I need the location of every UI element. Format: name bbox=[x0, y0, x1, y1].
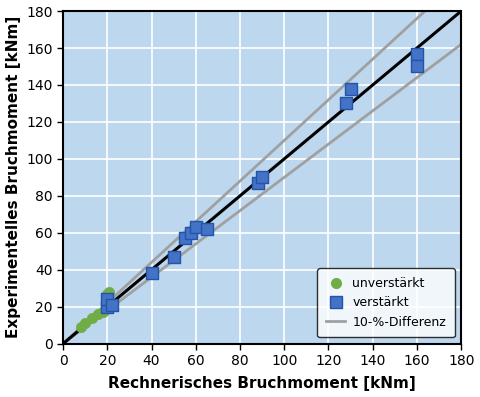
Point bbox=[103, 296, 111, 303]
Point bbox=[106, 289, 113, 295]
Point bbox=[101, 307, 109, 314]
Point bbox=[108, 302, 116, 308]
Point bbox=[188, 229, 195, 236]
Point bbox=[99, 309, 107, 316]
Y-axis label: Experimentelles Bruchmoment [kNm]: Experimentelles Bruchmoment [kNm] bbox=[6, 16, 21, 339]
Point bbox=[181, 235, 189, 241]
Point bbox=[88, 315, 96, 321]
Point bbox=[413, 50, 421, 57]
Point bbox=[342, 100, 350, 107]
Point bbox=[170, 254, 178, 260]
Point bbox=[103, 291, 111, 297]
Legend: unverstärkt, verstärkt, 10-%-Differenz: unverstärkt, verstärkt, 10-%-Differenz bbox=[317, 268, 455, 337]
X-axis label: Rechnerisches Bruchmoment [kNm]: Rechnerisches Bruchmoment [kNm] bbox=[108, 376, 416, 391]
Point bbox=[192, 224, 200, 230]
Point bbox=[347, 85, 354, 92]
Point bbox=[148, 270, 156, 277]
Point bbox=[81, 320, 89, 327]
Point bbox=[413, 63, 421, 69]
Point bbox=[95, 311, 102, 317]
Point bbox=[103, 304, 111, 310]
Point bbox=[254, 180, 262, 186]
Point bbox=[77, 324, 84, 330]
Point bbox=[203, 226, 211, 232]
Point bbox=[258, 174, 266, 181]
